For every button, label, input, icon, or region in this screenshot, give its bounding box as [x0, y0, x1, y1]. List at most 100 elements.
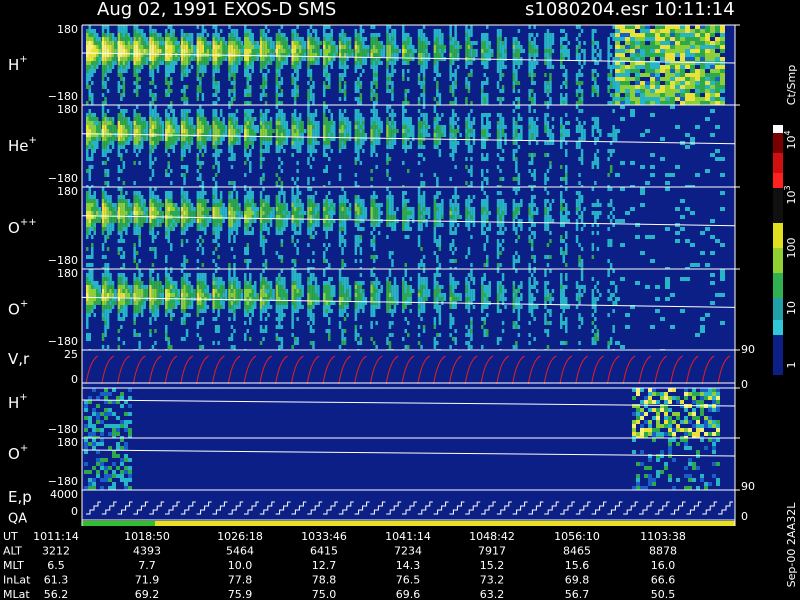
- cell: [335, 53, 338, 57]
- cell: [86, 125, 89, 129]
- cell: [104, 149, 107, 153]
- cell: [275, 133, 279, 137]
- cell: [204, 49, 207, 53]
- cell: [438, 117, 442, 121]
- cell: [161, 45, 165, 49]
- cell: [209, 133, 212, 137]
- cell: [96, 133, 99, 137]
- cell: [212, 81, 215, 85]
- cell: [357, 153, 360, 157]
- cell: [549, 77, 552, 81]
- cell: [161, 37, 165, 41]
- cell: [224, 125, 228, 129]
- cell: [351, 49, 354, 53]
- cell: [359, 97, 363, 101]
- cell: [375, 73, 378, 77]
- cell: [235, 65, 239, 69]
- cell: [93, 211, 96, 215]
- cell: [283, 53, 286, 57]
- cell: [298, 133, 302, 137]
- cell: [262, 203, 265, 207]
- cell: [465, 141, 468, 145]
- cell: [109, 227, 112, 231]
- cell: [117, 45, 121, 49]
- cell: [151, 61, 155, 65]
- cell: [343, 57, 347, 61]
- cell: [625, 65, 630, 69]
- cell: [264, 219, 268, 223]
- cell: [317, 141, 320, 145]
- cell: [323, 137, 326, 141]
- cell: [715, 93, 720, 97]
- cell: [114, 207, 117, 211]
- cell: [325, 129, 328, 133]
- cell: [422, 57, 426, 61]
- cell: [204, 231, 207, 235]
- cell: [120, 191, 123, 195]
- cell: [154, 61, 157, 65]
- cell: [517, 173, 521, 177]
- cell: [640, 57, 645, 61]
- cell: [188, 69, 191, 73]
- cell: [330, 29, 333, 33]
- cell: [262, 93, 265, 97]
- cell: [346, 57, 349, 61]
- cell: [269, 57, 273, 61]
- cell: [470, 121, 473, 125]
- cell: [501, 97, 505, 101]
- cell: [715, 77, 720, 81]
- cell: [314, 137, 318, 141]
- cell: [549, 141, 552, 145]
- cell: [407, 89, 410, 93]
- cell: [206, 207, 210, 211]
- cell: [204, 211, 207, 215]
- cell: [93, 195, 96, 199]
- cell: [143, 125, 146, 129]
- cell: [249, 41, 252, 45]
- cell: [145, 121, 149, 125]
- cell: [170, 41, 173, 45]
- cell: [185, 137, 189, 141]
- cell: [630, 37, 635, 41]
- cell: [117, 121, 121, 125]
- cell: [109, 37, 112, 41]
- cell: [596, 73, 600, 77]
- cell: [93, 33, 96, 37]
- cell: [486, 65, 489, 69]
- cell: [670, 53, 675, 57]
- cell: [278, 121, 281, 125]
- cell: [180, 65, 184, 69]
- cell: [372, 125, 376, 129]
- cell: [670, 33, 675, 37]
- cell: [354, 125, 358, 129]
- cell: [470, 73, 473, 77]
- cell: [695, 53, 700, 57]
- cell: [454, 37, 457, 41]
- cell: [436, 141, 439, 145]
- cell: [650, 101, 655, 105]
- cell: [280, 93, 284, 97]
- cell: [88, 113, 91, 117]
- cell: [154, 129, 157, 133]
- cell: [449, 133, 452, 137]
- cell: [149, 109, 152, 113]
- cell: [670, 101, 675, 105]
- cell: [625, 49, 630, 53]
- cell: [117, 117, 121, 121]
- cell: [391, 137, 394, 141]
- cell: [307, 41, 310, 45]
- cell: [151, 191, 155, 195]
- cell: [183, 57, 186, 61]
- cell: [283, 41, 286, 45]
- cell: [177, 45, 180, 49]
- cell: [483, 125, 486, 129]
- cell: [133, 37, 136, 41]
- cell: [594, 181, 597, 185]
- cell: [125, 137, 128, 141]
- cell: [612, 93, 615, 97]
- cell: [685, 33, 690, 37]
- cell: [565, 133, 568, 137]
- cell: [156, 37, 160, 41]
- cell: [409, 57, 412, 61]
- cell: [449, 89, 452, 93]
